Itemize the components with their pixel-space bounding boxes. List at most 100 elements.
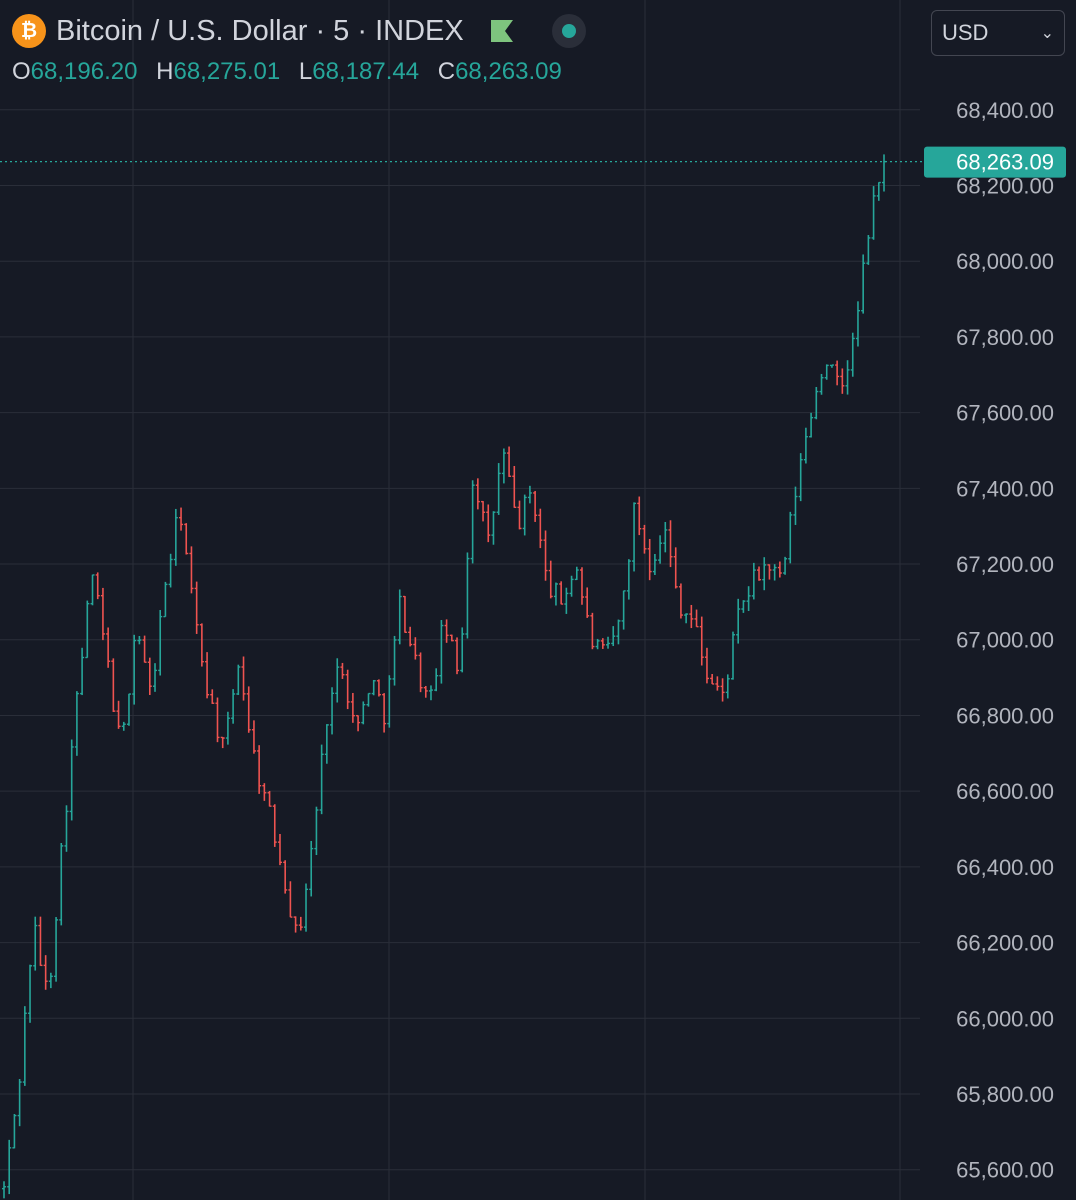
ohlc-bar bbox=[371, 679, 376, 696]
ohlc-bar bbox=[12, 1113, 17, 1149]
y-tick-label: 67,400.00 bbox=[956, 476, 1054, 501]
ohlc-bar bbox=[147, 657, 152, 696]
ohlc-bar bbox=[288, 881, 293, 918]
ohlc-bar bbox=[647, 538, 652, 581]
ohlc-bar bbox=[652, 553, 657, 575]
ohlc-bar bbox=[345, 669, 350, 710]
ohlc-bar bbox=[824, 364, 829, 380]
ohlc-bar bbox=[757, 566, 762, 581]
ohlc-bar bbox=[153, 663, 158, 692]
ohlc-bar bbox=[246, 686, 251, 733]
ohlc-bar bbox=[689, 604, 694, 629]
ohlc-bar bbox=[277, 833, 282, 866]
ohlc-bar bbox=[163, 581, 168, 618]
y-tick-label: 66,200.00 bbox=[956, 931, 1054, 956]
ohlc-bar bbox=[455, 637, 460, 675]
ohlc-bar bbox=[621, 590, 626, 630]
ohlc-bar bbox=[710, 673, 715, 685]
ohlc-bar bbox=[314, 806, 319, 856]
ohlc-bar bbox=[861, 254, 866, 314]
ohlc-bar bbox=[840, 368, 845, 394]
ohlc-bar bbox=[408, 626, 413, 647]
ohlc-bar bbox=[397, 589, 402, 645]
ohlc-bar bbox=[788, 511, 793, 564]
ohlc-bar bbox=[668, 520, 673, 568]
ohlc-bar bbox=[762, 557, 767, 591]
currency-value: USD bbox=[942, 20, 989, 45]
y-tick-label: 65,600.00 bbox=[956, 1158, 1054, 1183]
y-tick-label: 68,400.00 bbox=[956, 98, 1054, 123]
ohlc-bar bbox=[168, 553, 173, 588]
ohlc-bar bbox=[496, 463, 501, 515]
ohlc-bar bbox=[720, 678, 725, 702]
ohlc-bar bbox=[606, 636, 611, 649]
ohlc-bar bbox=[475, 478, 480, 510]
ohlc-bar bbox=[184, 523, 189, 555]
ohlc-bar bbox=[95, 572, 100, 600]
ohlc-bar bbox=[309, 840, 314, 897]
flag-icon[interactable] bbox=[488, 17, 516, 45]
ohlc-bar bbox=[132, 634, 137, 705]
last-price-label: 68,263.09 bbox=[956, 150, 1054, 175]
ohlc-bar bbox=[819, 373, 824, 395]
symbol-title[interactable]: Bitcoin / U.S. Dollar · 5 · INDEX bbox=[56, 14, 464, 47]
ohlc-bar bbox=[522, 494, 527, 536]
y-tick-label: 67,600.00 bbox=[956, 401, 1054, 426]
ohlc-bar bbox=[626, 559, 631, 600]
ohlc-bar bbox=[809, 412, 814, 438]
ohlc-bar bbox=[600, 638, 605, 649]
ohlc-bar bbox=[33, 916, 38, 971]
ohlc-bar bbox=[751, 562, 756, 600]
ohlc-bar bbox=[798, 453, 803, 502]
ohlc-bar bbox=[173, 508, 178, 566]
ohlc-bar bbox=[772, 564, 777, 581]
high-label: H bbox=[156, 58, 174, 85]
ohlc-bar bbox=[548, 560, 553, 599]
ohlc-bar bbox=[684, 613, 689, 624]
ohlc-bar bbox=[85, 600, 90, 659]
y-tick-label: 67,200.00 bbox=[956, 552, 1054, 577]
open-value: 68,196.20 bbox=[30, 58, 138, 85]
ohlc-bar bbox=[715, 676, 720, 691]
ohlc-bar bbox=[283, 860, 288, 894]
ohlc-bar bbox=[527, 485, 532, 504]
ohlc-bar bbox=[694, 609, 699, 628]
y-tick-label: 66,400.00 bbox=[956, 855, 1054, 880]
ohlc-bar bbox=[116, 700, 121, 729]
ohlc-bar bbox=[7, 1139, 12, 1195]
ohlc-bar bbox=[814, 386, 819, 420]
currency-select[interactable]: USD ⌄ bbox=[931, 10, 1065, 56]
ohlc-bar bbox=[777, 561, 782, 578]
ohlc-bar bbox=[564, 587, 569, 614]
ohlc-bar bbox=[64, 805, 69, 852]
ohlc-bar bbox=[17, 1079, 22, 1127]
ohlc-bar bbox=[543, 530, 548, 581]
ohlc-bar bbox=[793, 486, 798, 525]
ohlc-bar bbox=[725, 674, 730, 699]
ohlc-bar bbox=[262, 783, 267, 801]
chevron-down-icon: ⌄ bbox=[1040, 25, 1054, 42]
price-bars bbox=[2, 154, 886, 1199]
ohlc-bar bbox=[876, 181, 881, 201]
high-value: 68,275.01 bbox=[173, 58, 281, 85]
ohlc-bar bbox=[574, 566, 579, 581]
ohlc-bar bbox=[434, 668, 439, 692]
close-value: 68,263.09 bbox=[455, 58, 562, 85]
ohlc-bar bbox=[121, 721, 126, 731]
ohlc-bar bbox=[418, 652, 423, 693]
ohlc-bar bbox=[267, 790, 272, 807]
ohlc-bar bbox=[298, 916, 303, 931]
market-status-icon[interactable] bbox=[551, 14, 586, 48]
ohlc-bar bbox=[590, 612, 595, 650]
y-tick-label: 67,000.00 bbox=[956, 628, 1054, 653]
ohlc-bar bbox=[330, 687, 335, 735]
ohlc-bar bbox=[205, 652, 210, 699]
ohlc-bar bbox=[241, 656, 246, 701]
ohlc-bar bbox=[366, 692, 371, 707]
open-label: O bbox=[12, 58, 31, 85]
ohlc-bar bbox=[38, 916, 43, 967]
ohlc-bar bbox=[579, 567, 584, 605]
close-label: C bbox=[437, 58, 456, 85]
ohlc-bar bbox=[319, 744, 324, 815]
